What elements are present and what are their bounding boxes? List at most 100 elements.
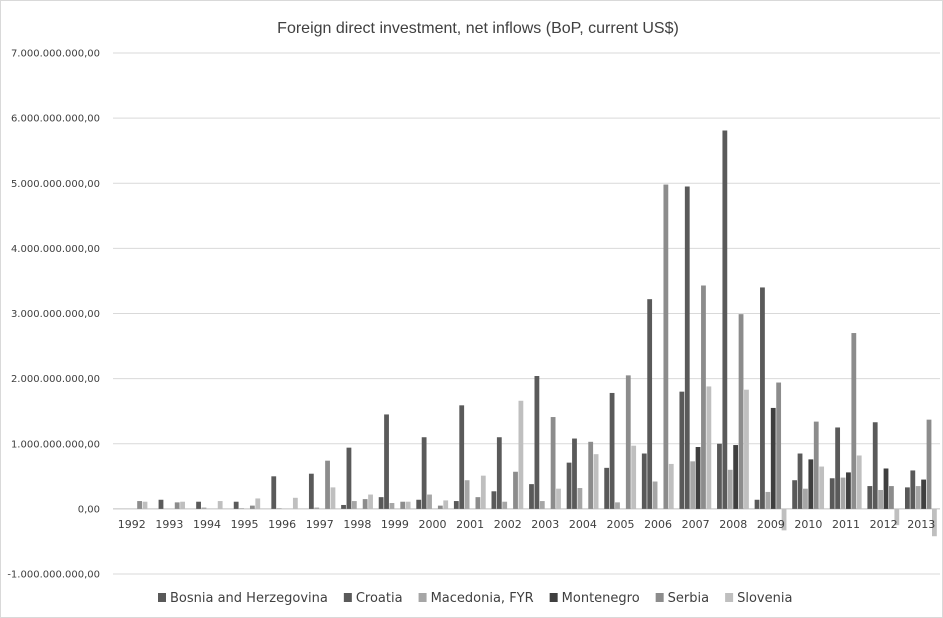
bar	[695, 447, 701, 509]
bar	[819, 466, 825, 509]
bar	[529, 484, 534, 509]
bar	[722, 130, 728, 509]
bar	[550, 417, 556, 509]
bar	[792, 480, 798, 509]
bar	[196, 501, 201, 509]
gridlines	[113, 52, 940, 575]
bar	[201, 507, 207, 509]
bar	[491, 491, 497, 509]
y-tick-label: 3.000.000.000,00	[11, 309, 100, 320]
bar	[362, 499, 368, 509]
bar	[770, 407, 776, 509]
legend-swatch	[343, 593, 352, 602]
bar	[384, 414, 389, 509]
bar	[840, 477, 846, 509]
bar	[684, 186, 690, 509]
bar	[142, 501, 148, 509]
x-tick-label: 2008	[719, 518, 747, 531]
x-tick-label: 2005	[606, 518, 634, 531]
bars	[137, 130, 937, 537]
legend-label: Bosnia and Herzegovina	[170, 591, 328, 606]
bar	[631, 445, 637, 509]
bar	[566, 462, 572, 509]
legend-swatch	[725, 593, 734, 602]
y-axis-tick-labels: 7.000.000.000,00 6.000.000.000,00 5.000.00…	[7, 49, 100, 581]
bar	[668, 463, 674, 509]
bar	[652, 481, 658, 509]
bar	[926, 419, 932, 509]
bar	[754, 499, 760, 509]
chart-title: Foreign direct investment, net inflows (…	[277, 20, 679, 37]
bar	[351, 501, 357, 509]
bar	[625, 375, 631, 509]
bar	[915, 486, 921, 509]
x-tick-label: 2003	[531, 518, 559, 531]
bar	[690, 461, 696, 509]
bar	[867, 486, 873, 509]
legend-label: Montenegro	[562, 591, 640, 606]
bar	[878, 489, 884, 509]
x-tick-label: 2007	[682, 518, 710, 531]
legend-label: Slovenia	[737, 591, 792, 606]
bar	[829, 478, 835, 509]
bar	[765, 491, 771, 509]
bar	[647, 299, 653, 509]
bar	[513, 471, 518, 509]
bar	[453, 501, 459, 509]
bar	[475, 497, 481, 509]
bar	[239, 508, 244, 509]
bar	[405, 501, 411, 509]
x-tick-label: 1998	[343, 518, 371, 531]
bar	[851, 333, 857, 509]
bar	[835, 427, 841, 509]
y-tick-label: 7.000.000.000,00	[11, 49, 100, 60]
bar	[905, 487, 910, 509]
y-tick-label: 6.000.000.000,00	[11, 114, 100, 125]
legend-label: Croatia	[356, 591, 403, 606]
bar	[744, 389, 749, 509]
bar	[727, 469, 733, 509]
bar	[496, 437, 502, 509]
legend-swatch	[655, 593, 664, 602]
bar	[217, 501, 223, 509]
bar	[910, 470, 916, 509]
bar	[437, 505, 443, 509]
bar	[534, 376, 540, 509]
x-tick-label: 2012	[870, 518, 898, 531]
bar	[593, 454, 599, 509]
bar	[797, 453, 803, 509]
legend-label: Macedonia, FYR	[431, 591, 534, 606]
y-tick-label: 0,00	[78, 504, 100, 515]
bar	[330, 487, 336, 509]
bar	[641, 453, 647, 509]
bar	[872, 422, 878, 509]
x-tick-label: 2004	[569, 518, 597, 531]
bar	[588, 441, 594, 509]
bar	[314, 507, 320, 509]
bar	[813, 421, 819, 509]
x-tick-label: 2006	[644, 518, 672, 531]
bar	[421, 437, 427, 509]
x-tick-label: 2002	[494, 518, 522, 531]
bar	[663, 184, 669, 509]
bar	[883, 468, 889, 509]
bar	[738, 314, 744, 509]
bar	[249, 505, 255, 509]
x-tick-label: 2001	[456, 518, 484, 531]
x-tick-label: 2011	[832, 518, 860, 531]
bar	[464, 480, 470, 509]
bar	[856, 455, 862, 509]
x-tick-label: 2000	[419, 518, 447, 531]
bar	[368, 494, 373, 509]
bar	[733, 445, 739, 509]
x-tick-label: 1996	[268, 518, 296, 531]
bar	[556, 488, 561, 509]
bar	[706, 386, 712, 509]
bar	[846, 472, 851, 509]
bar	[701, 285, 706, 509]
y-tick-label: 1.000.000.000,00	[11, 439, 100, 450]
bar	[572, 438, 577, 509]
bar	[443, 500, 449, 509]
x-tick-label: 1995	[231, 518, 259, 531]
bar	[271, 476, 277, 509]
